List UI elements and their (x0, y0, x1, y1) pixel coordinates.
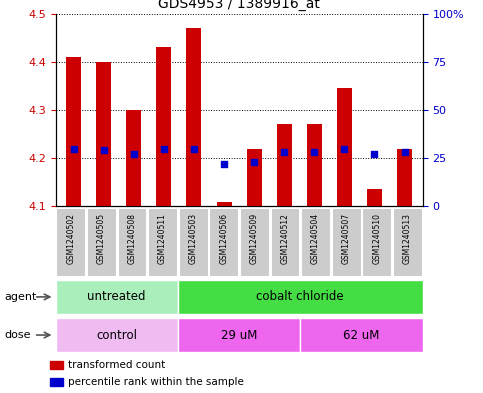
Bar (270, 208, 299, 275)
Bar (179, 208, 208, 275)
Text: control: control (96, 329, 137, 342)
Text: GSM1240504: GSM1240504 (311, 213, 320, 264)
Bar (50, 362, 63, 369)
Text: GSM1240507: GSM1240507 (341, 213, 351, 264)
Bar (393, 208, 422, 275)
Bar (240, 208, 269, 275)
Text: percentile rank within the sample: percentile rank within the sample (69, 377, 244, 387)
Bar (186, 28, 201, 206)
Point (70, 145, 77, 152)
Point (160, 145, 168, 152)
Point (250, 159, 258, 165)
Text: 62 uM: 62 uM (343, 329, 380, 342)
Bar (66, 57, 81, 206)
Bar (87, 208, 116, 275)
Bar (362, 208, 391, 275)
Bar (148, 208, 177, 275)
Bar (216, 202, 231, 206)
Bar (301, 208, 330, 275)
Bar (300, 318, 423, 352)
Point (190, 145, 198, 152)
Text: cobalt chloride: cobalt chloride (256, 290, 344, 303)
Bar (118, 208, 146, 275)
Text: GSM1240508: GSM1240508 (128, 213, 137, 264)
Text: 29 uM: 29 uM (221, 329, 257, 342)
Text: GSM1240506: GSM1240506 (219, 213, 228, 264)
Point (130, 151, 138, 158)
Text: GSM1240502: GSM1240502 (66, 213, 75, 264)
Point (341, 145, 348, 152)
Bar (247, 149, 262, 206)
Bar (332, 208, 360, 275)
Bar (96, 62, 111, 206)
Point (401, 149, 409, 156)
Text: GSM1240513: GSM1240513 (403, 213, 412, 264)
Bar (57, 208, 85, 275)
Bar (277, 125, 292, 206)
Bar (178, 318, 300, 352)
Bar (56, 318, 178, 352)
Text: transformed count: transformed count (69, 360, 166, 370)
Point (100, 147, 108, 154)
Bar (210, 208, 238, 275)
Text: GSM1240503: GSM1240503 (189, 213, 198, 264)
Text: dose: dose (5, 330, 31, 340)
Text: GSM1240509: GSM1240509 (250, 213, 259, 264)
Bar (178, 280, 423, 314)
Bar (56, 280, 178, 314)
Bar (307, 125, 322, 206)
Bar (50, 378, 63, 386)
Bar (126, 110, 142, 206)
Title: GDS4953 / 1389916_at: GDS4953 / 1389916_at (158, 0, 320, 11)
Point (311, 149, 318, 156)
Text: GSM1240505: GSM1240505 (97, 213, 106, 264)
Point (220, 161, 228, 167)
Point (370, 151, 378, 158)
Text: GSM1240512: GSM1240512 (281, 213, 289, 264)
Point (280, 149, 288, 156)
Bar (337, 88, 352, 206)
Bar (156, 48, 171, 206)
Bar (367, 189, 382, 206)
Text: untreated: untreated (87, 290, 146, 303)
Text: GSM1240510: GSM1240510 (372, 213, 381, 264)
Text: GSM1240511: GSM1240511 (158, 213, 167, 264)
Bar (397, 149, 412, 206)
Text: agent: agent (5, 292, 37, 302)
